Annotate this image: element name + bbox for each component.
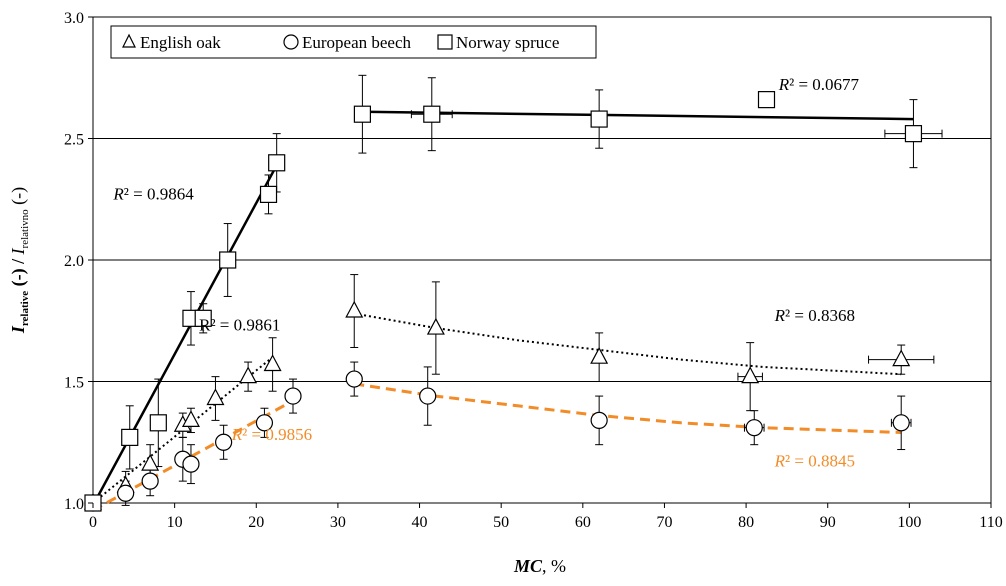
point-english-oak (741, 366, 760, 384)
y-label-sub1: relative (19, 291, 31, 326)
point-european-beech (345, 370, 363, 388)
x-axis-label-main: MC (513, 556, 543, 576)
r2-annotation: R² = 0.9856 (231, 425, 312, 444)
x-tick-label: 0 (89, 514, 97, 531)
data-markers (84, 91, 923, 512)
point-european-beech (745, 419, 763, 437)
r2-annotation-value: ² = 0.0677 (789, 75, 859, 94)
y-tick-label: 1.0 (64, 496, 84, 513)
r2-annotation-value: ² = 0.9864 (124, 184, 194, 203)
r2-annotation-r: R (112, 184, 124, 203)
x-tick-label: 80 (738, 514, 754, 531)
y-tick-label: 2.0 (64, 253, 84, 270)
legend-label-norway-spruce: Norway spruce (456, 33, 559, 52)
x-tick-label: 110 (979, 514, 1002, 531)
r2-annotation-value: ² = 0.9856 (242, 425, 312, 444)
point-english-oak (590, 346, 609, 364)
point-english-oak (345, 300, 364, 318)
point-english-oak (892, 349, 911, 367)
point-european-beech (892, 414, 910, 432)
point-norway-spruce (268, 154, 286, 172)
r2-annotation-r: R (778, 75, 790, 94)
r2-annotation-r: R (774, 452, 786, 471)
y-label-sep: (-) / (8, 254, 29, 290)
point-english-oak (206, 388, 225, 406)
r2-annotation: R² = 0.8845 (774, 452, 855, 471)
y-label-sub2: relativno (19, 209, 31, 249)
point-norway-spruce (423, 105, 441, 123)
fit-line-oak-high (354, 312, 902, 376)
point-english-oak (239, 366, 258, 384)
x-tick-label: 30 (330, 514, 346, 531)
y-label-i2: I (8, 247, 28, 255)
x-tick-label: 60 (575, 514, 591, 531)
x-axis-ticks: 0 10 20 30 40 50 60 70 80 90 100 110 (89, 503, 1003, 531)
point-norway-spruce (757, 91, 776, 109)
x-tick-label: 90 (820, 514, 836, 531)
point-norway-spruce (353, 105, 371, 123)
y-label-unit: (-) (8, 187, 29, 209)
point-norway-spruce (590, 110, 608, 128)
legend: English oak European beech Norway spruce (110, 25, 597, 59)
x-tick-label: 10 (167, 514, 183, 531)
y-axis-label: Irelative (-) / Irelativno (-) (8, 187, 31, 334)
fit-line-spruce-low (91, 164, 278, 506)
point-norway-spruce (219, 251, 237, 269)
y-tick-label: 3.0 (64, 10, 84, 27)
x-tick-label: 40 (412, 514, 428, 531)
x-tick-label: 50 (493, 514, 509, 531)
fit-line-beech-high (353, 382, 902, 434)
point-norway-spruce (149, 414, 167, 432)
x-tick-label: 70 (656, 514, 672, 531)
y-axis-ticks: 1.0 1.5 2.0 2.5 3.0 (64, 10, 93, 513)
point-english-oak (263, 354, 282, 372)
y-label-i1: I (8, 325, 28, 334)
r2-annotation-value: ² = 0.8845 (785, 452, 855, 471)
legend-box (110, 25, 597, 59)
r2-annotation: R² = 0.8368 (774, 306, 855, 325)
r2-annotation: R² = 0.9861 (199, 315, 280, 334)
point-norway-spruce (259, 185, 278, 203)
r2-annotation-r: R (231, 425, 243, 444)
x-axis-label: MC, % (513, 556, 566, 576)
point-norway-spruce (194, 309, 212, 327)
point-european-beech (117, 484, 135, 502)
fit-line-spruce-high (362, 110, 914, 121)
point-english-oak (181, 410, 200, 427)
legend-label-english-oak: English oak (140, 33, 221, 52)
point-european-beech (419, 387, 437, 405)
r2-annotation: R² = 0.0677 (778, 75, 860, 94)
point-norway-spruce (121, 428, 139, 446)
point-english-oak (426, 317, 445, 335)
r2-annotation-r: R (774, 306, 786, 325)
point-english-oak (141, 453, 160, 471)
legend-label-european-beech: European beech (302, 33, 412, 52)
r2-annotation-value: ² = 0.8368 (785, 306, 855, 325)
x-tick-label: 20 (248, 514, 264, 531)
legend-square-icon (437, 34, 453, 50)
point-european-beech (215, 433, 233, 451)
point-european-beech (590, 411, 608, 429)
point-norway-spruce (904, 125, 923, 143)
y-tick-label: 2.5 (64, 132, 84, 149)
y-tick-label: 1.5 (64, 375, 84, 392)
x-axis-label-suffix: , % (542, 556, 566, 576)
legend-circle-icon (283, 34, 299, 50)
point-european-beech (141, 472, 159, 490)
point-european-beech (255, 414, 274, 432)
x-tick-label: 100 (897, 514, 921, 531)
point-european-beech (284, 387, 302, 405)
point-european-beech (182, 455, 200, 473)
r2-annotation: R² = 0.9864 (112, 184, 194, 203)
legend-triangle-icon (122, 33, 136, 48)
